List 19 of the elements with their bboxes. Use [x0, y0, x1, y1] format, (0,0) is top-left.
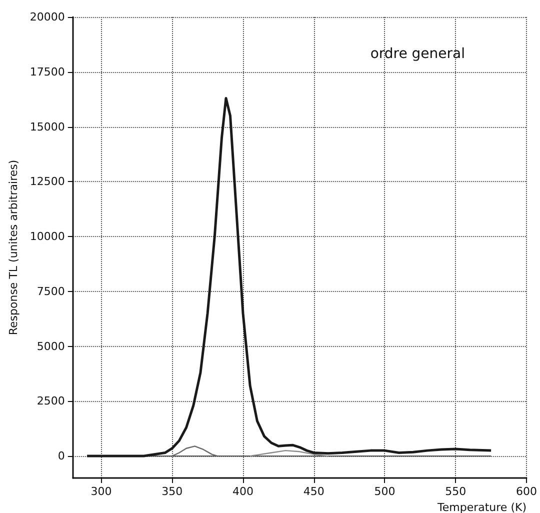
y-tick-label: 12500 — [30, 175, 65, 188]
x-tick-label: 550 — [445, 485, 466, 498]
text: ordre general — [370, 46, 466, 62]
y-tick-label: 10000 — [30, 230, 65, 244]
x-tick-label: 300 — [90, 485, 112, 498]
x-tick-label: 600 — [516, 485, 537, 498]
y-tick-label: 17500 — [30, 65, 65, 78]
x-axis-title: Temperature (K) — [436, 501, 526, 513]
y-tick-label: 5000 — [36, 340, 65, 353]
x-tick-label: 500 — [374, 485, 396, 498]
x-tick-label: 350 — [162, 485, 183, 498]
y-tick-label: 7500 — [36, 284, 65, 298]
y-tick-label: 2500 — [36, 394, 65, 408]
y-tick-label: 0 — [58, 450, 65, 463]
x-tick-label: 450 — [303, 485, 324, 498]
y-tick-label: 15000 — [30, 120, 65, 134]
y-tick-label: 20000 — [30, 10, 65, 24]
y-axis-title: Response TL (unites arbitraires) — [7, 160, 20, 336]
x-tick-label: 400 — [232, 485, 254, 498]
